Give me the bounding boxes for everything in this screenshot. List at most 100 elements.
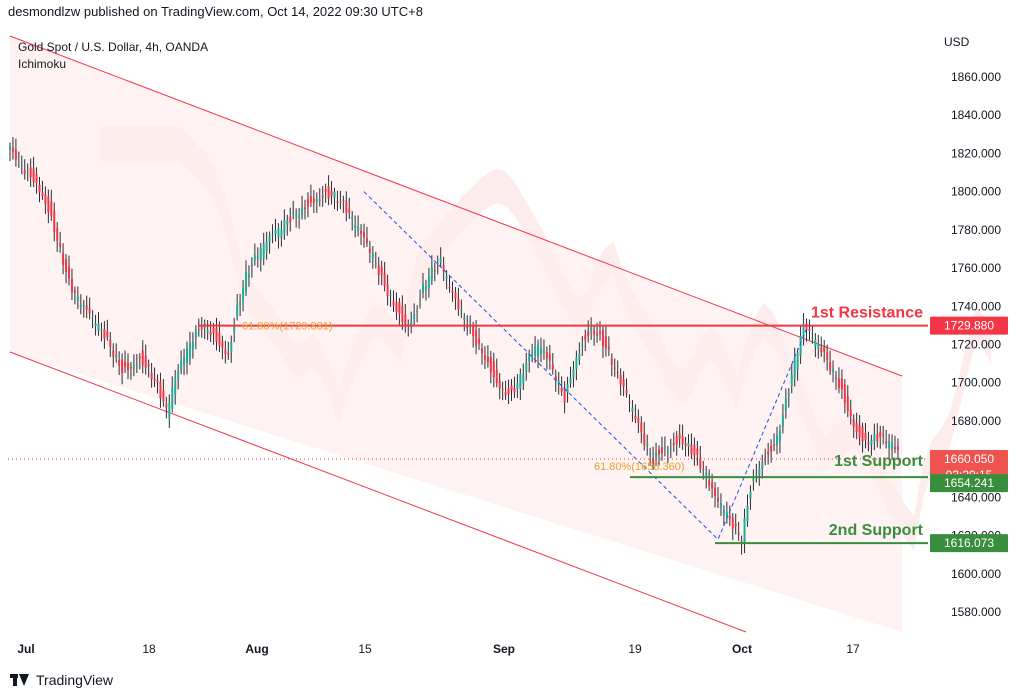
candle-body — [79, 305, 82, 308]
candle-body — [392, 301, 395, 306]
candle-body — [728, 515, 731, 519]
candle-body — [262, 243, 265, 259]
candle-body — [103, 329, 106, 339]
candle-body — [711, 482, 714, 489]
candle-body — [776, 435, 778, 445]
candle-body — [867, 442, 870, 445]
candle-body — [433, 270, 436, 272]
candle-body — [823, 347, 826, 352]
candle-body — [401, 305, 404, 323]
candle-body — [407, 324, 410, 326]
candle-body — [330, 190, 333, 197]
candle-body — [858, 425, 861, 438]
candle-body — [256, 256, 259, 259]
candle-body — [389, 295, 392, 297]
candle-body — [94, 323, 97, 326]
candle-body — [478, 338, 481, 344]
price-tick-label: 1640.000 — [951, 490, 1001, 504]
time-tick-label: 17 — [846, 642, 860, 656]
candle-body — [180, 361, 183, 370]
candle-body — [784, 398, 787, 411]
candle-body — [832, 368, 835, 373]
candle-body — [808, 328, 811, 332]
candle-body — [475, 329, 478, 346]
candle-body — [286, 220, 289, 225]
candle-body — [174, 377, 177, 395]
price-tick-label: 1680.000 — [951, 414, 1001, 428]
candle-body — [882, 434, 885, 436]
candle-body — [584, 335, 587, 340]
candle-body — [295, 215, 298, 217]
candle-body — [894, 447, 896, 450]
candle-body — [793, 358, 796, 379]
candle-body — [699, 457, 702, 469]
candle-body — [454, 292, 457, 299]
candle-body — [41, 192, 44, 196]
candle-body — [631, 407, 634, 412]
candle-body — [109, 339, 112, 347]
support-2-tag: 1616.073 — [944, 536, 994, 550]
candle-body — [560, 387, 563, 392]
candle-body — [419, 298, 422, 300]
candle-body — [165, 403, 168, 408]
candle-body — [44, 194, 47, 204]
candle-body — [209, 331, 212, 335]
candle-body — [448, 286, 451, 288]
candle-body — [242, 287, 245, 301]
candle-body — [427, 276, 430, 288]
symbol-info: Gold Spot / U.S. Dollar, 4h, OANDA Ichim… — [18, 39, 208, 73]
candle-body — [622, 379, 625, 387]
candle-body — [324, 188, 327, 192]
candle-body — [658, 449, 660, 455]
candle-body — [65, 259, 68, 272]
candle-body — [643, 433, 646, 446]
candle-body — [159, 381, 162, 399]
candle-body — [442, 265, 445, 272]
candle-body — [495, 370, 498, 383]
candle-body — [62, 252, 65, 266]
candle-body — [655, 452, 658, 458]
candle-body — [879, 431, 882, 438]
candle-body — [321, 195, 324, 198]
candle-body — [215, 327, 218, 342]
price-tick-label: 1580.000 — [951, 605, 1001, 619]
candle-body — [357, 226, 360, 232]
candle-body — [637, 417, 640, 423]
candle-body — [678, 433, 681, 439]
candle-body — [289, 216, 292, 223]
candle-body — [519, 373, 522, 389]
candle-body — [106, 331, 109, 337]
candle-body — [250, 263, 253, 267]
time-tick-label: Jul — [17, 642, 34, 656]
regression-channel — [9, 35, 903, 633]
candle-body — [38, 184, 41, 193]
candle-body — [722, 509, 725, 515]
candle-body — [649, 453, 652, 455]
candle-body — [283, 220, 286, 234]
candle-body — [239, 301, 242, 306]
candle-body — [525, 362, 528, 373]
candle-body — [849, 409, 852, 416]
price-tick-label: 1840.000 — [951, 108, 1001, 122]
channel-lower-line — [9, 351, 747, 633]
candle-body — [888, 441, 891, 448]
candle-body — [73, 290, 76, 293]
candle-body — [247, 273, 250, 278]
candle-body — [840, 378, 843, 390]
candle-body — [693, 444, 696, 456]
currency-label: USD — [944, 35, 970, 49]
candle-body — [548, 354, 551, 361]
support-1-tag-bg — [930, 474, 1008, 493]
candle-body — [309, 196, 312, 203]
candle-body — [416, 310, 419, 312]
candle-body — [663, 446, 666, 449]
candle-body — [463, 317, 466, 320]
resistance-1-tag: 1729.880 — [944, 319, 994, 333]
candle-body — [746, 505, 749, 522]
candle-body — [121, 359, 124, 374]
candle-body — [619, 374, 622, 385]
candle-body — [596, 333, 599, 336]
candle-body — [796, 352, 799, 370]
candle-body — [537, 343, 540, 357]
